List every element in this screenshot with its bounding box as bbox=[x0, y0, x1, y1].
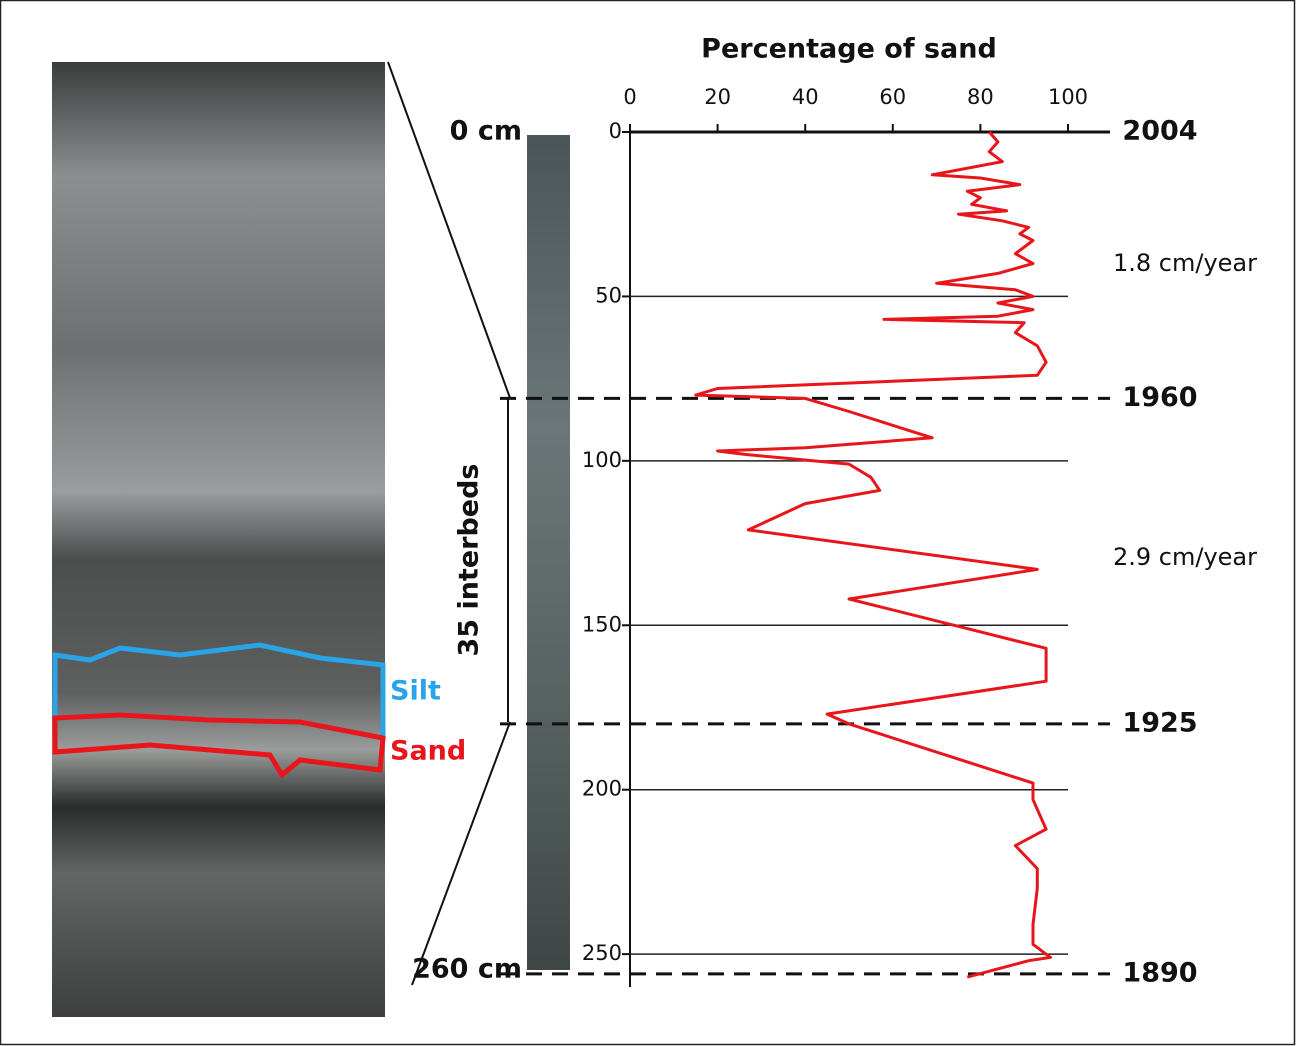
sand-label: Sand bbox=[390, 736, 466, 767]
x-tick-label: 100 bbox=[1048, 85, 1088, 109]
silt-label: Silt bbox=[390, 676, 441, 707]
sand-line bbox=[694, 131, 1052, 979]
x-tick-label: 40 bbox=[792, 85, 819, 109]
interbeds-label: 35 interbeds bbox=[454, 463, 485, 656]
date-label: 1960 bbox=[1122, 382, 1197, 413]
date-label: 1890 bbox=[1122, 957, 1197, 988]
rate-label: 1.8 cm/year bbox=[1113, 249, 1257, 277]
x-tick-label: 60 bbox=[879, 85, 906, 109]
core-top-label: 0 cm bbox=[450, 116, 522, 147]
y-tick-label: 250 bbox=[582, 941, 622, 965]
rate-label: 2.9 cm/year bbox=[1113, 543, 1257, 571]
date-label: 2004 bbox=[1122, 116, 1197, 147]
x-tick-label: 80 bbox=[967, 85, 994, 109]
core-bottom-label: 260 cm bbox=[412, 954, 522, 985]
y-tick-label: 200 bbox=[582, 777, 622, 801]
y-tick-label: 50 bbox=[595, 283, 622, 307]
axis-title: Percentage of sand bbox=[701, 34, 997, 65]
date-label: 1925 bbox=[1122, 707, 1197, 738]
y-tick-label: 100 bbox=[582, 448, 622, 472]
core-strip bbox=[527, 135, 570, 970]
y-tick-label: 150 bbox=[582, 612, 622, 636]
y-tick-label: 0 bbox=[609, 119, 622, 143]
connector bbox=[387, 61, 511, 399]
x-tick-label: 0 bbox=[623, 85, 636, 109]
x-tick-label: 20 bbox=[704, 85, 731, 109]
connector bbox=[411, 721, 511, 986]
sand-outline bbox=[52, 712, 386, 779]
core-photo bbox=[52, 62, 385, 1017]
